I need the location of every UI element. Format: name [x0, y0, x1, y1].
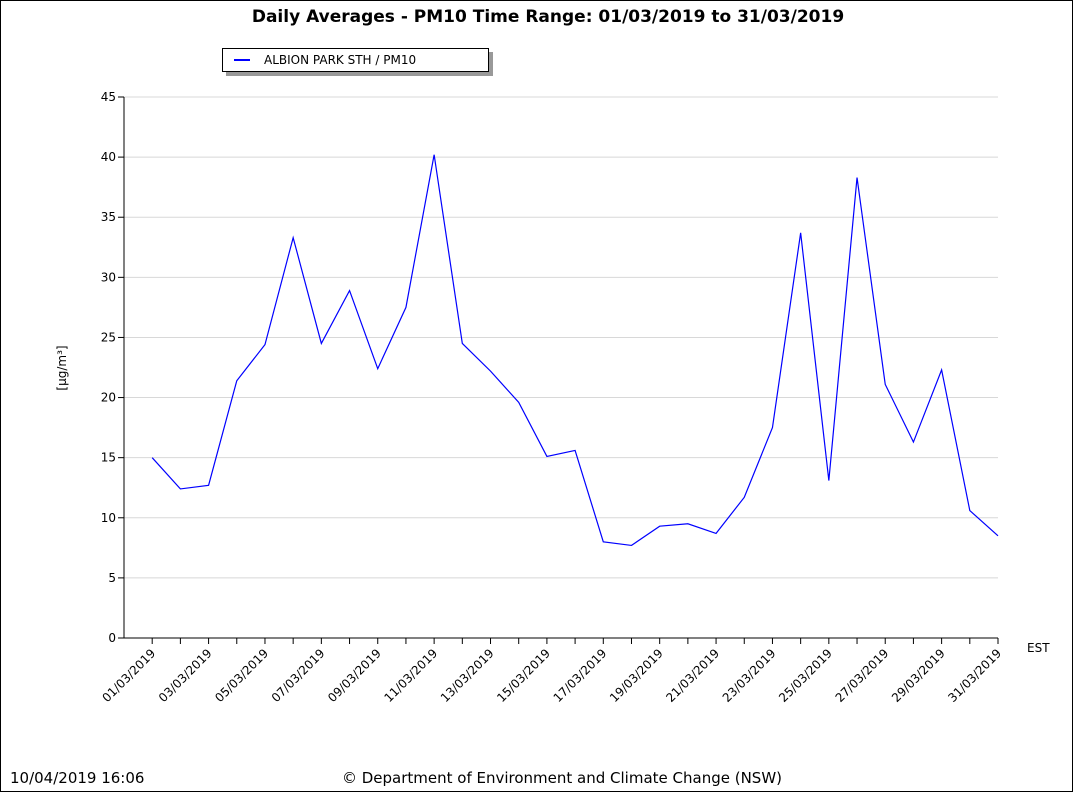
y-axis-label: [µg/m³] — [55, 345, 69, 390]
y-tick-label: 25 — [101, 330, 116, 344]
x-axis-label: EST — [1027, 641, 1050, 655]
y-tick-label: 30 — [101, 270, 116, 284]
legend-box — [222, 48, 489, 72]
y-tick-label: 35 — [101, 210, 116, 224]
y-tick-label: 5 — [108, 571, 116, 585]
y-tick-label: 15 — [101, 451, 116, 465]
data-line — [151, 154, 999, 547]
chart-title: Daily Averages - PM10 Time Range: 01/03/… — [252, 7, 844, 27]
legend-label: ALBION PARK STH / PM10 — [264, 53, 416, 67]
y-tick-label: 45 — [101, 90, 116, 104]
y-tick-label: 20 — [101, 391, 116, 405]
footer: © Department of Environment and Climate … — [342, 769, 782, 787]
y-tick-label: 10 — [101, 511, 116, 525]
y-tick-label: 0 — [108, 631, 116, 645]
timestamp: 10/04/2019 16:06 — [10, 769, 144, 787]
y-tick-label: 40 — [101, 150, 116, 164]
